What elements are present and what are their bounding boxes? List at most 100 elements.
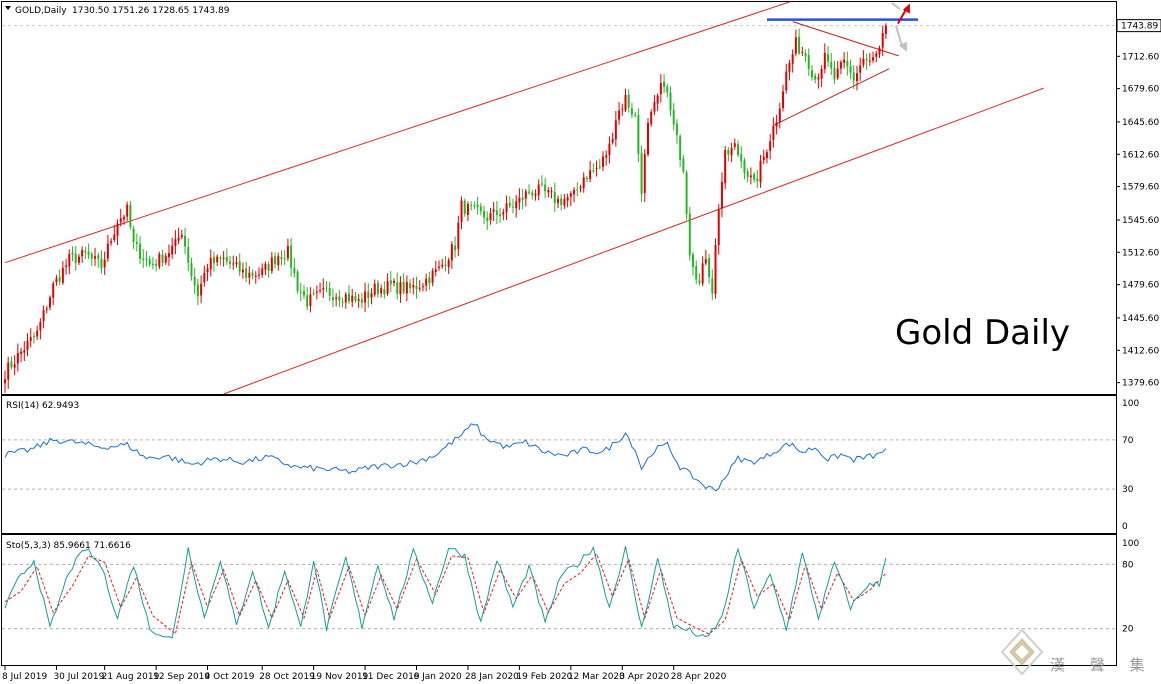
candle-body — [637, 114, 640, 154]
candle-body — [71, 252, 74, 255]
candle-body — [669, 92, 672, 111]
candle-body — [222, 257, 225, 259]
candle-body — [219, 257, 222, 259]
candle-body — [611, 138, 614, 143]
candle-body — [556, 198, 559, 203]
candle-body — [261, 268, 264, 275]
candle-body — [45, 308, 48, 310]
candle-body — [357, 299, 360, 301]
candle-body — [32, 335, 35, 337]
candle-body — [20, 351, 23, 354]
candle-body — [627, 94, 630, 108]
rsi-line — [4, 423, 887, 492]
candle-body — [679, 136, 682, 160]
candle-body — [328, 288, 331, 296]
candle-body — [13, 364, 16, 368]
candle-body — [855, 73, 858, 82]
candle-body — [515, 201, 518, 209]
date-label: 12 Mar 2020 — [568, 672, 625, 682]
candle-body — [238, 261, 241, 272]
date-label: 8 Jul 2019 — [2, 672, 47, 682]
candle-body — [171, 245, 174, 255]
candle-body — [81, 250, 84, 257]
candle-body — [727, 149, 730, 155]
candle-body — [582, 177, 585, 189]
date-label: 30 Jul 2019 — [53, 672, 104, 682]
candle-body — [843, 59, 846, 63]
candle-body — [746, 171, 749, 177]
candle-body — [351, 295, 354, 302]
candle-body — [280, 257, 283, 259]
candle-body — [457, 222, 460, 249]
candle-body — [49, 297, 52, 308]
candle-body — [106, 243, 109, 259]
candle-body — [206, 268, 209, 273]
candle-body — [772, 126, 775, 141]
candle-body — [521, 197, 524, 200]
price-tick-label: 1479.60 — [1122, 281, 1159, 291]
candle-body — [425, 278, 428, 286]
candle-body — [389, 280, 392, 285]
candle-body — [823, 53, 826, 70]
candle-body — [701, 263, 704, 284]
price-tick-label: 1579.60 — [1122, 183, 1159, 193]
candle-body — [412, 284, 415, 288]
candle-body — [592, 170, 595, 172]
candle-body — [447, 260, 450, 267]
up-arrow-head-icon — [902, 3, 910, 14]
candle-body — [862, 58, 865, 65]
axis-layer: 1743.89 1712.60 1679.60 1645.60 1612.60 1579.… — [2, 19, 1161, 682]
candle-body — [322, 288, 325, 290]
candle-body — [212, 257, 215, 264]
candle-body — [814, 75, 817, 80]
candle-body — [36, 330, 39, 337]
candle-body — [274, 256, 277, 265]
candle-body — [302, 291, 305, 296]
date-label: 6 Jan 2020 — [414, 672, 462, 682]
candle-body — [749, 175, 752, 178]
candle-body — [608, 143, 611, 156]
dropdown-triangle-icon[interactable] — [5, 6, 11, 10]
last-price-box — [1116, 19, 1161, 33]
watermark-text: 漢 聲 集 團 — [1050, 656, 1161, 674]
candle-body — [788, 62, 791, 72]
candle-body — [785, 71, 788, 91]
candle-body — [354, 296, 357, 301]
candle-body — [759, 160, 762, 183]
candle-body — [630, 108, 633, 115]
last-price-label: 1743.89 — [1121, 22, 1158, 32]
candle-body — [695, 265, 698, 280]
candle-body — [839, 62, 842, 69]
triangle-lower-line — [773, 68, 890, 126]
candle-body — [319, 290, 322, 292]
date-label: 12 Sep 2019 — [153, 672, 210, 682]
candle-body — [470, 204, 473, 206]
candle-body — [634, 114, 637, 116]
stochastic-tick-label: 100 — [1122, 539, 1139, 549]
candle-body — [251, 272, 254, 276]
candle-body — [560, 198, 563, 205]
candle-body — [756, 178, 759, 182]
candle-body — [775, 122, 778, 127]
candle-body — [852, 72, 855, 81]
rsi-tick-label: 100 — [1122, 399, 1139, 409]
candle-body — [765, 152, 768, 158]
candle-body — [135, 241, 138, 244]
price-tick-label: 1679.60 — [1122, 85, 1159, 95]
candle-body — [65, 265, 68, 267]
candle-body — [643, 154, 646, 194]
candle-body — [216, 256, 219, 263]
candle-body — [492, 209, 495, 212]
candle-body — [810, 70, 813, 78]
candle-body — [724, 150, 727, 184]
candle-body — [598, 166, 601, 168]
candle-body — [119, 218, 122, 223]
candle-body — [148, 258, 151, 265]
candle-body — [820, 69, 823, 79]
stochastic-pane — [1, 534, 1117, 666]
candle-body — [344, 294, 347, 303]
candle-body — [348, 293, 351, 302]
symbol-header: GOLD,Daily — [15, 6, 67, 16]
candle-body — [836, 68, 839, 79]
price-tick-label: 1379.60 — [1122, 379, 1159, 389]
